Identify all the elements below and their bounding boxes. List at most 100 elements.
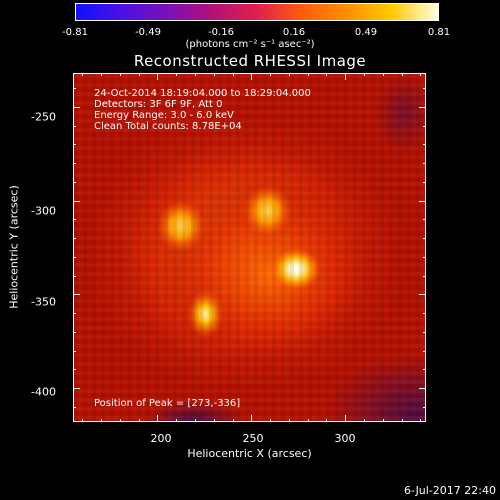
heatmap-plot: 24-Oct-2014 18:19:04.000 to 18:29:04.000… (73, 73, 426, 422)
colorbar-tick: 0.49 (354, 27, 378, 38)
x-tick-mark (82, 73, 84, 76)
y-tick-mark (73, 350, 76, 352)
x-tick-mark (326, 419, 328, 422)
x-tick-mark (288, 419, 290, 422)
x-tick-mark (345, 415, 347, 422)
x-tick-mark (157, 73, 159, 80)
colorbar-tick: -0.81 (62, 27, 88, 38)
x-tick-mark (101, 73, 103, 76)
y-tick-mark (419, 294, 426, 296)
x-tick-label: 200 (150, 432, 172, 445)
x-tick-mark (176, 419, 178, 422)
y-tick-mark (73, 331, 76, 333)
y-tick-mark (423, 369, 426, 371)
y-tick-mark (73, 163, 76, 165)
y-tick-mark (73, 238, 76, 240)
x-tick-mark (401, 73, 403, 76)
x-tick-mark (420, 73, 422, 76)
colorbar-tick: -0.16 (208, 27, 234, 38)
clean-counts-text: Clean Total counts: 8.78E+04 (94, 121, 242, 132)
y-tick-mark (73, 256, 76, 258)
colorbar-tick: 0.16 (282, 27, 306, 38)
x-tick-mark (326, 73, 328, 76)
x-tick-mark (401, 419, 403, 422)
y-tick-mark (73, 369, 76, 371)
y-tick-mark (419, 200, 426, 202)
x-tick-mark (364, 419, 366, 422)
y-tick-mark (73, 88, 76, 89)
x-tick-mark (101, 419, 103, 422)
y-tick-mark (423, 331, 426, 333)
y-tick-mark (73, 200, 80, 202)
x-axis-title: Heliocentric X (arcsec) (187, 447, 312, 460)
colorbar-tick: 0.81 (427, 27, 451, 38)
peak-position-text: Position of Peak = [273,-336] (94, 398, 241, 409)
x-tick-mark (270, 73, 272, 76)
x-tick-label: 300 (334, 432, 356, 445)
y-axis-title: Heliocentric Y (arcsec) (7, 185, 21, 309)
y-tick-mark (73, 388, 80, 390)
x-tick-mark (157, 415, 159, 422)
x-tick-mark (138, 419, 140, 422)
y-tick-label: -400 (31, 385, 56, 399)
plot-title: Reconstructed RHESSI Image (133, 52, 367, 70)
y-tick-mark (423, 256, 426, 258)
y-tick-mark (423, 406, 426, 408)
x-tick-mark (82, 419, 84, 422)
y-tick-mark (73, 125, 76, 127)
y-tick-mark (73, 406, 76, 408)
y-tick-label: -300 (31, 204, 56, 218)
y-tick-label: -250 (31, 110, 56, 124)
datestamp: 6-Jul-2017 22:40 (403, 484, 496, 497)
y-tick-mark (419, 106, 426, 108)
x-tick-mark (420, 419, 422, 422)
y-tick-mark (73, 313, 76, 315)
x-tick-mark (307, 419, 309, 422)
x-tick-mark (213, 73, 215, 76)
x-tick-mark (270, 419, 272, 422)
x-tick-mark (288, 73, 290, 76)
y-tick-mark (423, 350, 426, 352)
x-tick-mark (119, 73, 121, 76)
x-tick-mark (195, 419, 197, 422)
x-tick-mark (195, 73, 197, 76)
x-tick-mark (251, 73, 253, 80)
y-tick-mark (73, 294, 80, 296)
colorbar (75, 3, 439, 21)
y-tick-mark (423, 238, 426, 240)
y-tick-mark (423, 88, 426, 89)
y-tick-mark (73, 275, 76, 277)
x-tick-mark (364, 73, 366, 76)
energy-range-text: Energy Range: 3.0 - 6.0 keV (94, 110, 234, 121)
y-tick-mark (423, 219, 426, 221)
y-tick-mark (423, 181, 426, 183)
x-tick-mark (251, 415, 253, 422)
detectors-text: Detectors: 3F 6F 9F, Att 0 (94, 99, 223, 110)
x-tick-mark (138, 73, 140, 76)
x-tick-label: 250 (242, 432, 264, 445)
x-tick-mark (345, 73, 347, 80)
y-tick-mark (73, 106, 80, 108)
x-tick-mark (382, 419, 384, 422)
x-tick-mark (307, 73, 309, 76)
y-tick-mark (73, 219, 76, 221)
x-tick-mark (382, 73, 384, 76)
x-tick-mark (119, 419, 121, 422)
y-tick-mark (423, 275, 426, 277)
colorbar-tick: -0.49 (135, 27, 161, 38)
y-tick-mark (423, 163, 426, 165)
y-tick-label: -350 (31, 295, 56, 309)
y-tick-mark (423, 144, 426, 146)
y-tick-mark (419, 388, 426, 390)
time-range-text: 24-Oct-2014 18:19:04.000 to 18:29:04.000 (94, 88, 311, 99)
y-tick-mark (73, 181, 76, 183)
x-tick-mark (232, 73, 234, 76)
x-tick-mark (176, 73, 178, 76)
x-tick-mark (213, 419, 215, 422)
colorbar-units: (photons cm⁻² s⁻¹ asec⁻²) (185, 39, 315, 50)
y-tick-mark (73, 144, 76, 146)
heatmap-image (74, 74, 425, 421)
y-tick-mark (423, 125, 426, 127)
x-tick-mark (232, 419, 234, 422)
y-tick-mark (423, 313, 426, 315)
